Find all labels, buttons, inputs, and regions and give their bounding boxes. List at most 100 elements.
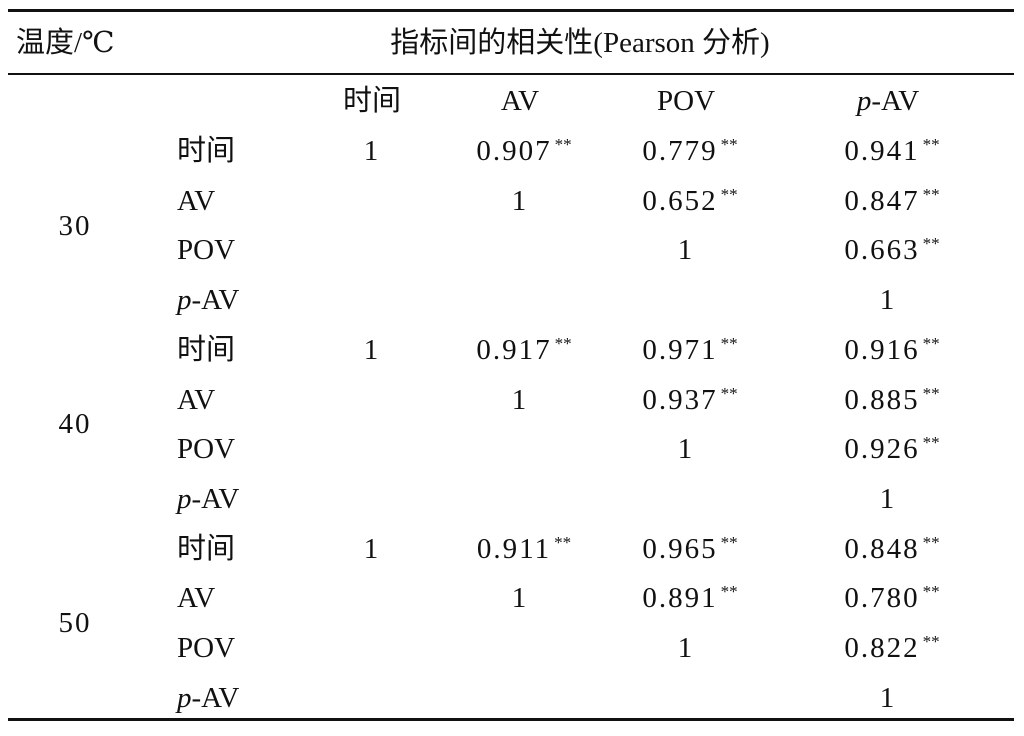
row-label: AV (177, 383, 216, 416)
table-cell: 0.917 ** (476, 333, 571, 367)
cell-value: 0.971 (642, 333, 718, 366)
table-cell: 0.822 ** (844, 631, 939, 665)
table-cell: 0.907 ** (476, 134, 571, 168)
significance-mark: ** (720, 135, 738, 154)
significance-mark: ** (922, 532, 940, 552)
table-title: 指标间的相关性(Pearson 分析) (390, 27, 770, 59)
cell-value: 0.652 (642, 184, 718, 217)
column-header: POV (656, 85, 716, 117)
table-cell: 1 (880, 681, 897, 715)
row-label: POV (177, 632, 236, 664)
significance-mark: ** (922, 234, 940, 254)
significance-mark: ** (720, 333, 738, 353)
significance-mark: ** (720, 184, 738, 204)
cell-value: 0.663 (844, 234, 920, 267)
significance-mark: ** (922, 135, 940, 154)
cell-value: 1 (879, 284, 897, 317)
cell-value: 0.926 (844, 433, 920, 466)
row-label: p-AV (177, 482, 240, 515)
table-cell: 1 (678, 631, 695, 665)
table-cell: 1 (512, 581, 529, 615)
cell-value: 0.822 (844, 632, 920, 664)
significance-mark: ** (554, 135, 572, 154)
row-label: POV (177, 234, 236, 267)
cell-value: 1 (511, 184, 529, 217)
top-rule (8, 9, 1014, 12)
table-cell: 1 (512, 383, 529, 417)
table-cell: 1 (512, 184, 529, 218)
table-cell: 0.926 ** (844, 432, 939, 466)
significance-mark: ** (554, 333, 572, 353)
table-cell: 0.891 ** (642, 581, 737, 615)
table-cell: 1 (880, 482, 897, 516)
significance-mark: ** (922, 632, 940, 651)
cell-value: 1 (511, 582, 529, 615)
row-label: POV (177, 433, 236, 466)
significance-mark: ** (922, 383, 940, 403)
table-cell: 0.971 ** (642, 333, 737, 367)
table-cell: 1 (364, 333, 381, 367)
table-cell: 0.848 ** (844, 532, 939, 566)
cell-value: 0.937 (642, 383, 718, 416)
cell-value: 1 (677, 632, 695, 664)
header-rule (8, 73, 1014, 75)
significance-mark: ** (922, 433, 940, 453)
table-cell: 0.663 ** (844, 233, 939, 267)
cell-value: 0.916 (844, 333, 920, 366)
table-cell: 0.916 ** (844, 333, 939, 367)
temperature-value: 50 (58, 607, 92, 640)
cell-value: 0.885 (844, 383, 920, 416)
cell-value: 1 (879, 482, 897, 515)
cell-value: 1 (511, 383, 529, 416)
cell-value: 0.911 (476, 532, 552, 565)
row-label: 时间 (177, 135, 236, 167)
bottom-rule (8, 718, 1014, 721)
cell-value: 1 (363, 135, 381, 167)
cell-value: 1 (879, 681, 897, 714)
cell-value: 1 (363, 333, 381, 366)
significance-mark: ** (554, 532, 572, 552)
temperature-value: 30 (58, 209, 92, 242)
cell-value: 0.941 (844, 135, 920, 167)
row-label: AV (177, 582, 216, 615)
table-cell: 0.911 ** (477, 532, 571, 566)
row-label: p-AV (177, 681, 240, 714)
column-header: 时间 (342, 85, 402, 117)
significance-mark: ** (720, 532, 738, 552)
table-cell: 0.847 ** (844, 184, 939, 218)
significance-mark: ** (922, 184, 940, 204)
table-cell: 1 (678, 432, 695, 466)
temperature-header: 温度/℃ (16, 27, 115, 59)
cell-value: 0.847 (844, 184, 920, 217)
cell-value: 1 (677, 433, 695, 466)
significance-mark: ** (720, 383, 738, 403)
cell-value: 0.779 (642, 135, 718, 167)
table-cell: 0.780 ** (844, 581, 939, 615)
cell-value: 0.780 (844, 582, 920, 615)
row-label: AV (177, 184, 216, 217)
row-label: 时间 (177, 333, 236, 366)
table-cell: 1 (678, 233, 695, 267)
column-header: AV (500, 85, 540, 117)
row-label: 时间 (177, 532, 236, 565)
cell-value: 1 (677, 234, 695, 267)
table-cell: 0.937 ** (642, 383, 737, 417)
significance-mark: ** (922, 582, 940, 602)
table-cell: 1 (880, 283, 897, 317)
cell-value: 0.917 (476, 333, 552, 366)
table-cell: 1 (364, 532, 381, 566)
cell-value: 1 (363, 532, 381, 565)
cell-value: 0.848 (844, 532, 920, 565)
temperature-value: 40 (58, 408, 92, 441)
table-cell: 1 (364, 134, 381, 168)
table-cell: 0.941 ** (844, 134, 939, 168)
cell-value: 0.891 (642, 582, 718, 615)
column-header: p-AV (856, 85, 920, 117)
row-label: p-AV (177, 284, 240, 317)
table-cell: 0.965 ** (642, 532, 737, 566)
cell-value: 0.965 (642, 532, 718, 565)
table-cell: 0.885 ** (844, 383, 939, 417)
cell-value: 0.907 (476, 135, 552, 167)
significance-mark: ** (922, 333, 940, 353)
table-cell: 0.779 ** (642, 134, 737, 168)
